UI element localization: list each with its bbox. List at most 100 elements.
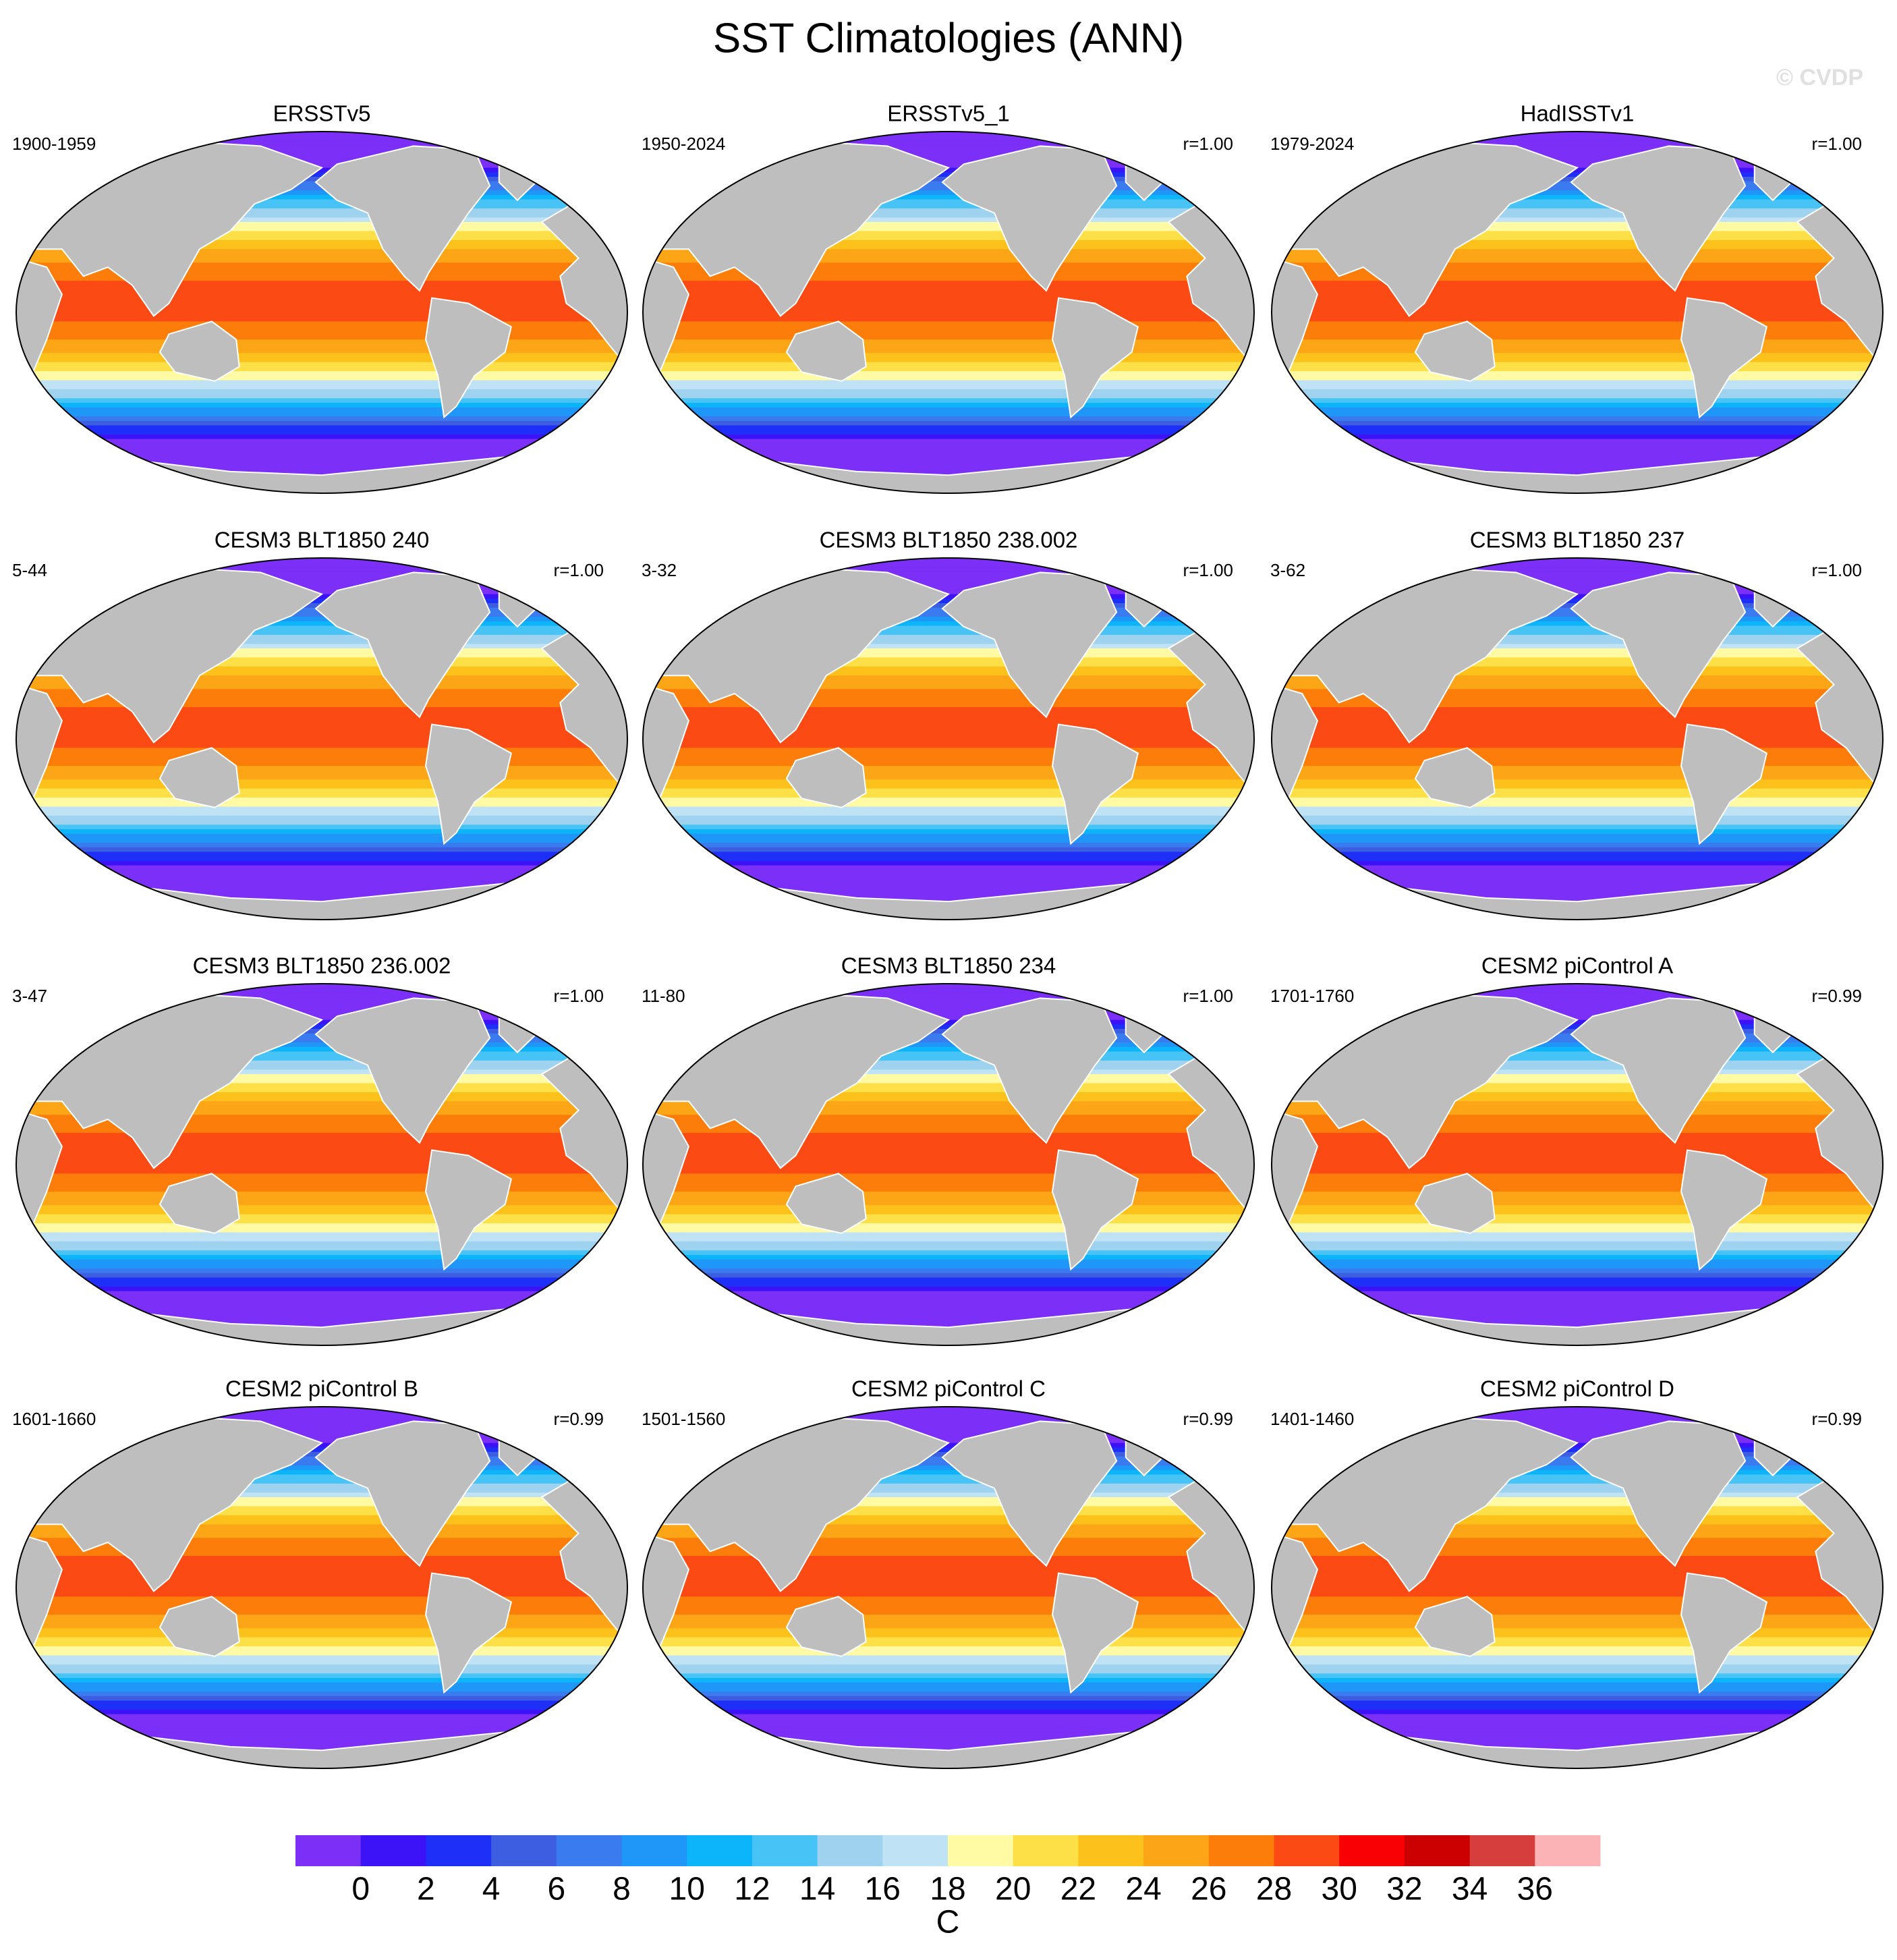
sst-band [1272, 1447, 1883, 1453]
sst-band [16, 1615, 627, 1620]
sst-band [643, 204, 1254, 209]
sst-band [1272, 878, 1883, 885]
sst-band [16, 748, 627, 754]
sst-band [16, 1492, 627, 1498]
sst-band [16, 1286, 627, 1292]
sst-band [1272, 652, 1883, 659]
sst-band [16, 1660, 627, 1665]
land [1414, 747, 1496, 808]
colorbar-box [556, 1835, 622, 1866]
sst-band [16, 1506, 627, 1512]
sst-band [643, 1295, 1254, 1301]
land [16, 683, 63, 812]
sst-band [643, 634, 1254, 640]
sst-band [643, 316, 1254, 323]
sst-band [1272, 439, 1883, 445]
sst-band [16, 815, 627, 821]
sst-band [1272, 1123, 1883, 1129]
sst-band [1272, 1646, 1883, 1652]
sst-band [1272, 1182, 1883, 1188]
sst-band [1272, 466, 1883, 472]
sst-band [643, 567, 1254, 573]
sst-band [643, 412, 1254, 418]
sst-band [1272, 1434, 1883, 1439]
sst-band [643, 294, 1254, 300]
sst-band [1272, 571, 1883, 577]
sst-band [16, 1501, 627, 1507]
sst-band [1272, 1237, 1883, 1242]
sst-band [16, 634, 627, 640]
sst-band [16, 988, 627, 994]
sst-band [16, 580, 627, 586]
sst-band [643, 657, 1254, 663]
sst-band [1272, 1664, 1883, 1670]
sst-band [643, 1479, 1254, 1484]
sst-band [16, 281, 627, 286]
sst-band [643, 186, 1254, 192]
sst-band [1272, 452, 1883, 458]
sst-band [1272, 1596, 1883, 1602]
sst-band [1272, 380, 1883, 386]
colorbar-tick-label: 34 [1452, 1872, 1488, 1907]
sst-band [16, 1583, 627, 1588]
sst-band [16, 824, 627, 830]
sst-band [1272, 793, 1883, 799]
sst-band [643, 1096, 1254, 1102]
sst-band [1272, 461, 1883, 467]
map-panel: CESM3 BLT1850 236.002 3-47 r=1.00 [12, 953, 628, 1346]
sst-band [1272, 1006, 1883, 1012]
sst-band [643, 1714, 1254, 1720]
sst-band [1272, 348, 1883, 354]
sst-band [16, 1123, 627, 1129]
sst-band [16, 149, 627, 155]
sst-band [16, 675, 627, 681]
map-panel: HadISSTv1 1979-2024 r=1.00 [1270, 101, 1884, 494]
land [1051, 1572, 1139, 1694]
sst-band [643, 576, 1254, 582]
sst-band [16, 1205, 627, 1210]
sst-band [643, 145, 1254, 150]
sst-band [1272, 752, 1883, 758]
sst-band [643, 222, 1254, 227]
sst-band [643, 984, 1254, 989]
sst-band [16, 1601, 627, 1606]
sst-band [16, 1178, 627, 1183]
sst-band [1272, 725, 1883, 731]
sst-band [643, 1268, 1254, 1274]
sst-band [643, 1560, 1254, 1566]
sst-band [1272, 734, 1883, 739]
sst-band [643, 276, 1254, 282]
land [1680, 723, 1768, 845]
sst-band [1272, 739, 1883, 744]
colorbar-tick-label: 28 [1256, 1872, 1292, 1907]
sst-band [643, 407, 1254, 413]
sst-band [643, 1650, 1254, 1656]
sst-band [643, 1519, 1254, 1525]
sst-band [1272, 1438, 1883, 1444]
sst-band [643, 1088, 1254, 1093]
sst-band [1272, 824, 1883, 830]
sst-band [643, 262, 1254, 268]
sst-band [16, 1304, 627, 1310]
colorbar-tick-label: 36 [1517, 1872, 1553, 1907]
sst-band [16, 1160, 627, 1165]
sst-band [16, 856, 627, 862]
sst-band [1272, 1314, 1883, 1319]
sst-band [16, 154, 627, 160]
sst-band [643, 1101, 1254, 1107]
sst-band [643, 1142, 1254, 1148]
sst-band [643, 1745, 1254, 1752]
sst-band [643, 675, 1254, 681]
land [1680, 1572, 1768, 1694]
sst-band [16, 1420, 627, 1426]
sst-band [16, 362, 627, 368]
sst-band [1272, 167, 1883, 173]
sst-band [16, 1642, 627, 1648]
sst-band [643, 1245, 1254, 1252]
sst-band [1272, 430, 1883, 435]
sst-band [643, 267, 1254, 273]
sst-band [643, 281, 1254, 286]
sst-band [1272, 308, 1883, 313]
sst-band [16, 630, 627, 636]
sst-band [16, 1024, 627, 1030]
